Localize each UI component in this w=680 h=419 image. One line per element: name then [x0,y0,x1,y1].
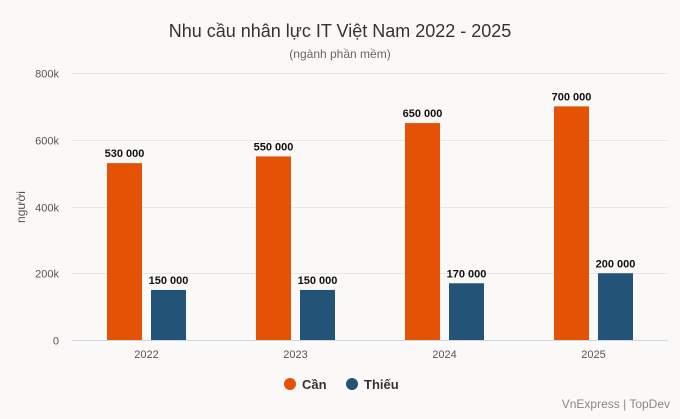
credit-text: VnExpress | TopDev [562,397,670,411]
x-tick-label: 2024 [432,349,456,361]
bars [107,106,633,340]
data-labels: 530 000 150 000 550 000 150 000 650 000 170 0… [105,91,636,287]
bar-can-2024 [405,123,440,340]
legend-label: Cần [302,377,327,392]
chart-subtitle: (ngành phần mềm) [289,47,390,61]
bar-thieu-2022 [151,289,186,340]
data-label: 700 000 [552,91,592,103]
data-label: 530 000 [105,148,145,160]
x-tick-label: 2025 [581,349,605,361]
bar-thieu-2024 [449,283,484,340]
data-label: 550 000 [254,141,294,153]
y-tick-label: 600k [35,136,59,148]
y-tick-label: 400k [35,203,59,215]
bar-can-2023 [256,156,291,340]
data-label: 650 000 [403,108,443,120]
bar-thieu-2023 [300,289,335,340]
x-axis-ticks: 2022 2023 2024 2025 [134,349,605,361]
legend-label: Thiếu [364,377,399,392]
x-tick-label: 2023 [283,349,307,361]
chart-title: Nhu cầu nhân lực IT Việt Nam 2022 - 2025 [169,21,512,41]
data-label: 150 000 [149,275,189,287]
legend-item-thieu[interactable]: Thiếu [346,377,399,392]
data-label: 170 000 [447,268,487,280]
y-tick-label: 200k [35,269,59,281]
y-tick-label: 800k [35,69,59,81]
y-axis-ticks: 0 200k 400k 600k 800k [35,69,59,348]
data-label: 150 000 [298,275,338,287]
bar-can-2022 [107,163,142,340]
bar-thieu-2025 [598,273,633,340]
bar-can-2025 [554,106,589,340]
y-tick-label: 0 [53,336,59,348]
y-axis-label: người [14,191,28,223]
data-label: 200 000 [596,258,636,270]
legend-marker [284,378,296,390]
legend-marker [346,378,358,390]
x-tick-label: 2022 [134,349,158,361]
legend: Cần Thiếu [284,377,399,392]
legend-item-can[interactable]: Cần [284,377,327,392]
